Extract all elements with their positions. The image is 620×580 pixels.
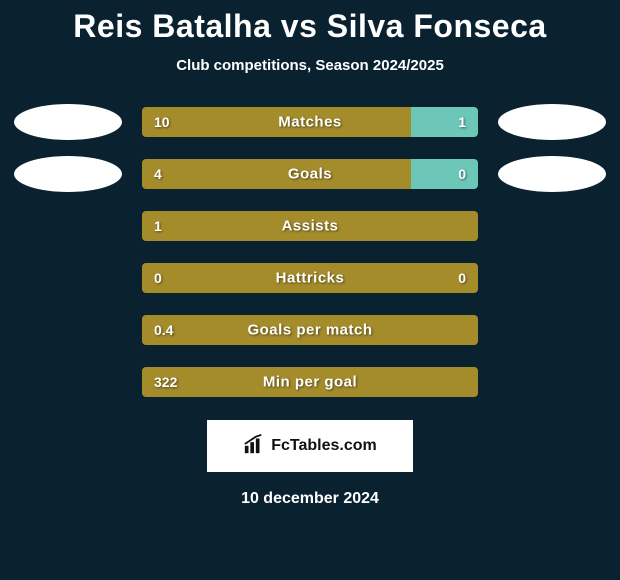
stats-area: 10 1 Matches 4 0 Goals 1 Assists 0 0 Hattricks 0.4 G…	[0, 104, 620, 400]
spacer	[498, 312, 606, 348]
page-title: Reis Batalha vs Silva Fonseca	[0, 8, 620, 45]
stat-row: 1 Assists	[0, 208, 620, 244]
stat-value-left: 10	[154, 114, 170, 130]
stat-bar: 0.4 Goals per match	[142, 315, 478, 345]
spacer	[14, 208, 122, 244]
spacer	[14, 364, 122, 400]
stat-value-left: 0.4	[154, 322, 173, 338]
stat-bar: 4 0 Goals	[142, 159, 478, 189]
spacer	[498, 260, 606, 296]
spacer	[14, 260, 122, 296]
subtitle: Club competitions, Season 2024/2025	[0, 57, 620, 74]
bar-segment-left	[142, 107, 411, 137]
stat-row: 10 1 Matches	[0, 104, 620, 140]
stat-value-left: 322	[154, 374, 177, 390]
stat-bar: 10 1 Matches	[142, 107, 478, 137]
team-right-ellipse	[498, 104, 606, 140]
stat-value-right: 0	[458, 270, 466, 286]
date-label: 10 december 2024	[0, 490, 620, 508]
team-left-ellipse	[14, 156, 122, 192]
stat-value-left: 1	[154, 218, 162, 234]
stat-bar: 0 0 Hattricks	[142, 263, 478, 293]
bar-segment-left	[142, 159, 411, 189]
spacer	[498, 208, 606, 244]
stat-value-right: 0	[458, 166, 466, 182]
stat-row: 4 0 Goals	[0, 156, 620, 192]
stat-value-left: 4	[154, 166, 162, 182]
spacer	[498, 364, 606, 400]
stat-label: Assists	[282, 218, 339, 235]
stat-value-right: 1	[458, 114, 466, 130]
stat-value-left: 0	[154, 270, 162, 286]
stat-label: Goals	[288, 166, 332, 183]
stat-label: Goals per match	[247, 322, 372, 339]
stat-row: 322 Min per goal	[0, 364, 620, 400]
spacer	[14, 312, 122, 348]
stat-label: Matches	[278, 114, 342, 131]
bar-segment-right	[411, 159, 478, 189]
stat-bar: 1 Assists	[142, 211, 478, 241]
brand-box: FcTables.com	[207, 420, 413, 472]
stat-label: Hattricks	[276, 270, 345, 287]
brand-text: FcTables.com	[271, 437, 377, 455]
stat-bar: 322 Min per goal	[142, 367, 478, 397]
bar-segment-right	[411, 107, 478, 137]
team-right-ellipse	[498, 156, 606, 192]
stat-row: 0.4 Goals per match	[0, 312, 620, 348]
brand-chart-icon	[243, 433, 265, 460]
team-left-ellipse	[14, 104, 122, 140]
stat-row: 0 0 Hattricks	[0, 260, 620, 296]
stat-label: Min per goal	[263, 374, 357, 391]
